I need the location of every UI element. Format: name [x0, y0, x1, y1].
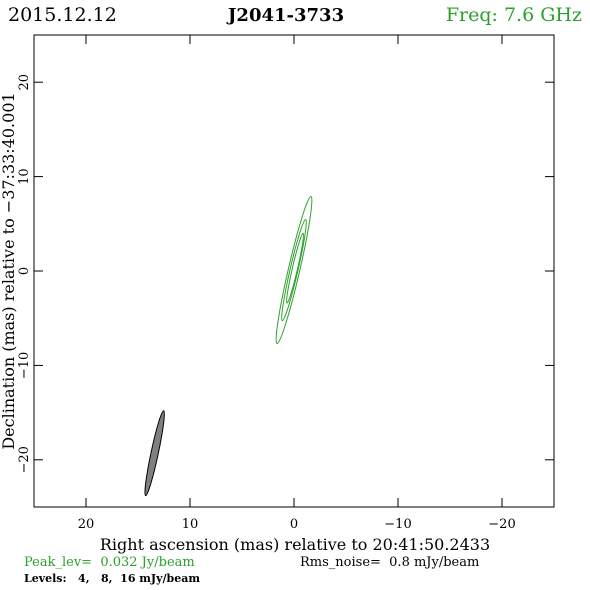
x-axis-label: Right ascension (mas) relative to 20:41:… [100, 535, 490, 554]
epoch-date: 2015.12.12 [8, 4, 117, 26]
axis-ticks [34, 35, 554, 507]
y-tick-label: −10 [17, 352, 32, 379]
source-contours [275, 195, 313, 345]
beam-ellipse [144, 410, 165, 497]
contour-level [275, 195, 313, 345]
y-tick-label: 0 [17, 267, 32, 275]
plot-frame [33, 34, 555, 508]
contour-levels: Levels: 4, 8, 16 mJy/beam [24, 572, 200, 585]
rms-noise: Rms_noise= 0.8 mJy/beam [300, 555, 479, 570]
y-tick-label: 10 [17, 168, 32, 185]
source-name: J2041-3733 [226, 5, 344, 26]
peak-level: Peak_lev= 0.032 Jy/beam [24, 555, 195, 570]
frequency-label: Freq: 7.6 GHz [446, 4, 582, 26]
y-axis-label: Declination (mas) relative to −37:33:40.… [0, 92, 18, 449]
x-tick-label: −20 [488, 517, 515, 532]
y-tick-label: −20 [17, 446, 32, 473]
contour-level [281, 218, 307, 322]
contour-level [286, 232, 304, 304]
axis-tick-labels: 20 10 0 −10 −20 20 10 0 −10 −20 [17, 74, 516, 532]
restoring-beam [144, 410, 165, 497]
x-tick-label: 10 [182, 517, 199, 532]
x-tick-label: 20 [78, 517, 95, 532]
y-tick-label: 20 [17, 74, 32, 91]
x-tick-label: 0 [290, 517, 298, 532]
x-tick-label: −10 [384, 517, 411, 532]
